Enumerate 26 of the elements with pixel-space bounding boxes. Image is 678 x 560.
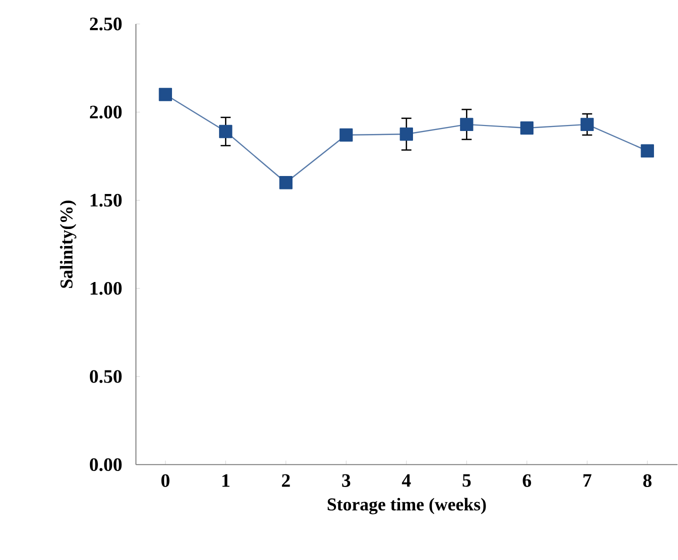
point bbox=[219, 125, 232, 138]
x-tick-label: 1 bbox=[222, 474, 230, 487]
y-tick-label: 0.50 bbox=[90, 370, 122, 384]
y-tick-label: 0.00 bbox=[90, 458, 122, 472]
point bbox=[460, 118, 474, 132]
y-tick-label: 1.50 bbox=[90, 194, 122, 207]
x-axis-title: Storage time (weeks) bbox=[328, 498, 486, 515]
point bbox=[520, 122, 534, 135]
x-tick-label: 4 bbox=[402, 474, 411, 487]
x-tick-label: 6 bbox=[522, 474, 532, 488]
point bbox=[158, 88, 172, 102]
x-tick-label: 5 bbox=[462, 474, 471, 488]
point bbox=[340, 128, 353, 142]
y-tick-label: 2.50 bbox=[90, 18, 122, 31]
x-tick-label: 3 bbox=[342, 474, 350, 488]
x-tick-label: 8 bbox=[643, 474, 652, 488]
x-tick-label: 0 bbox=[161, 474, 170, 488]
x-tick-label: 2 bbox=[282, 474, 290, 487]
y-tick-label: 2.00 bbox=[90, 106, 122, 119]
point bbox=[400, 128, 413, 141]
point bbox=[279, 176, 293, 190]
y-tick-label: 1.00 bbox=[90, 282, 122, 296]
x-tick-label: 7 bbox=[583, 474, 592, 487]
y-axis-title: Salinity(%) bbox=[60, 200, 76, 288]
point bbox=[580, 118, 594, 132]
point bbox=[640, 144, 654, 158]
